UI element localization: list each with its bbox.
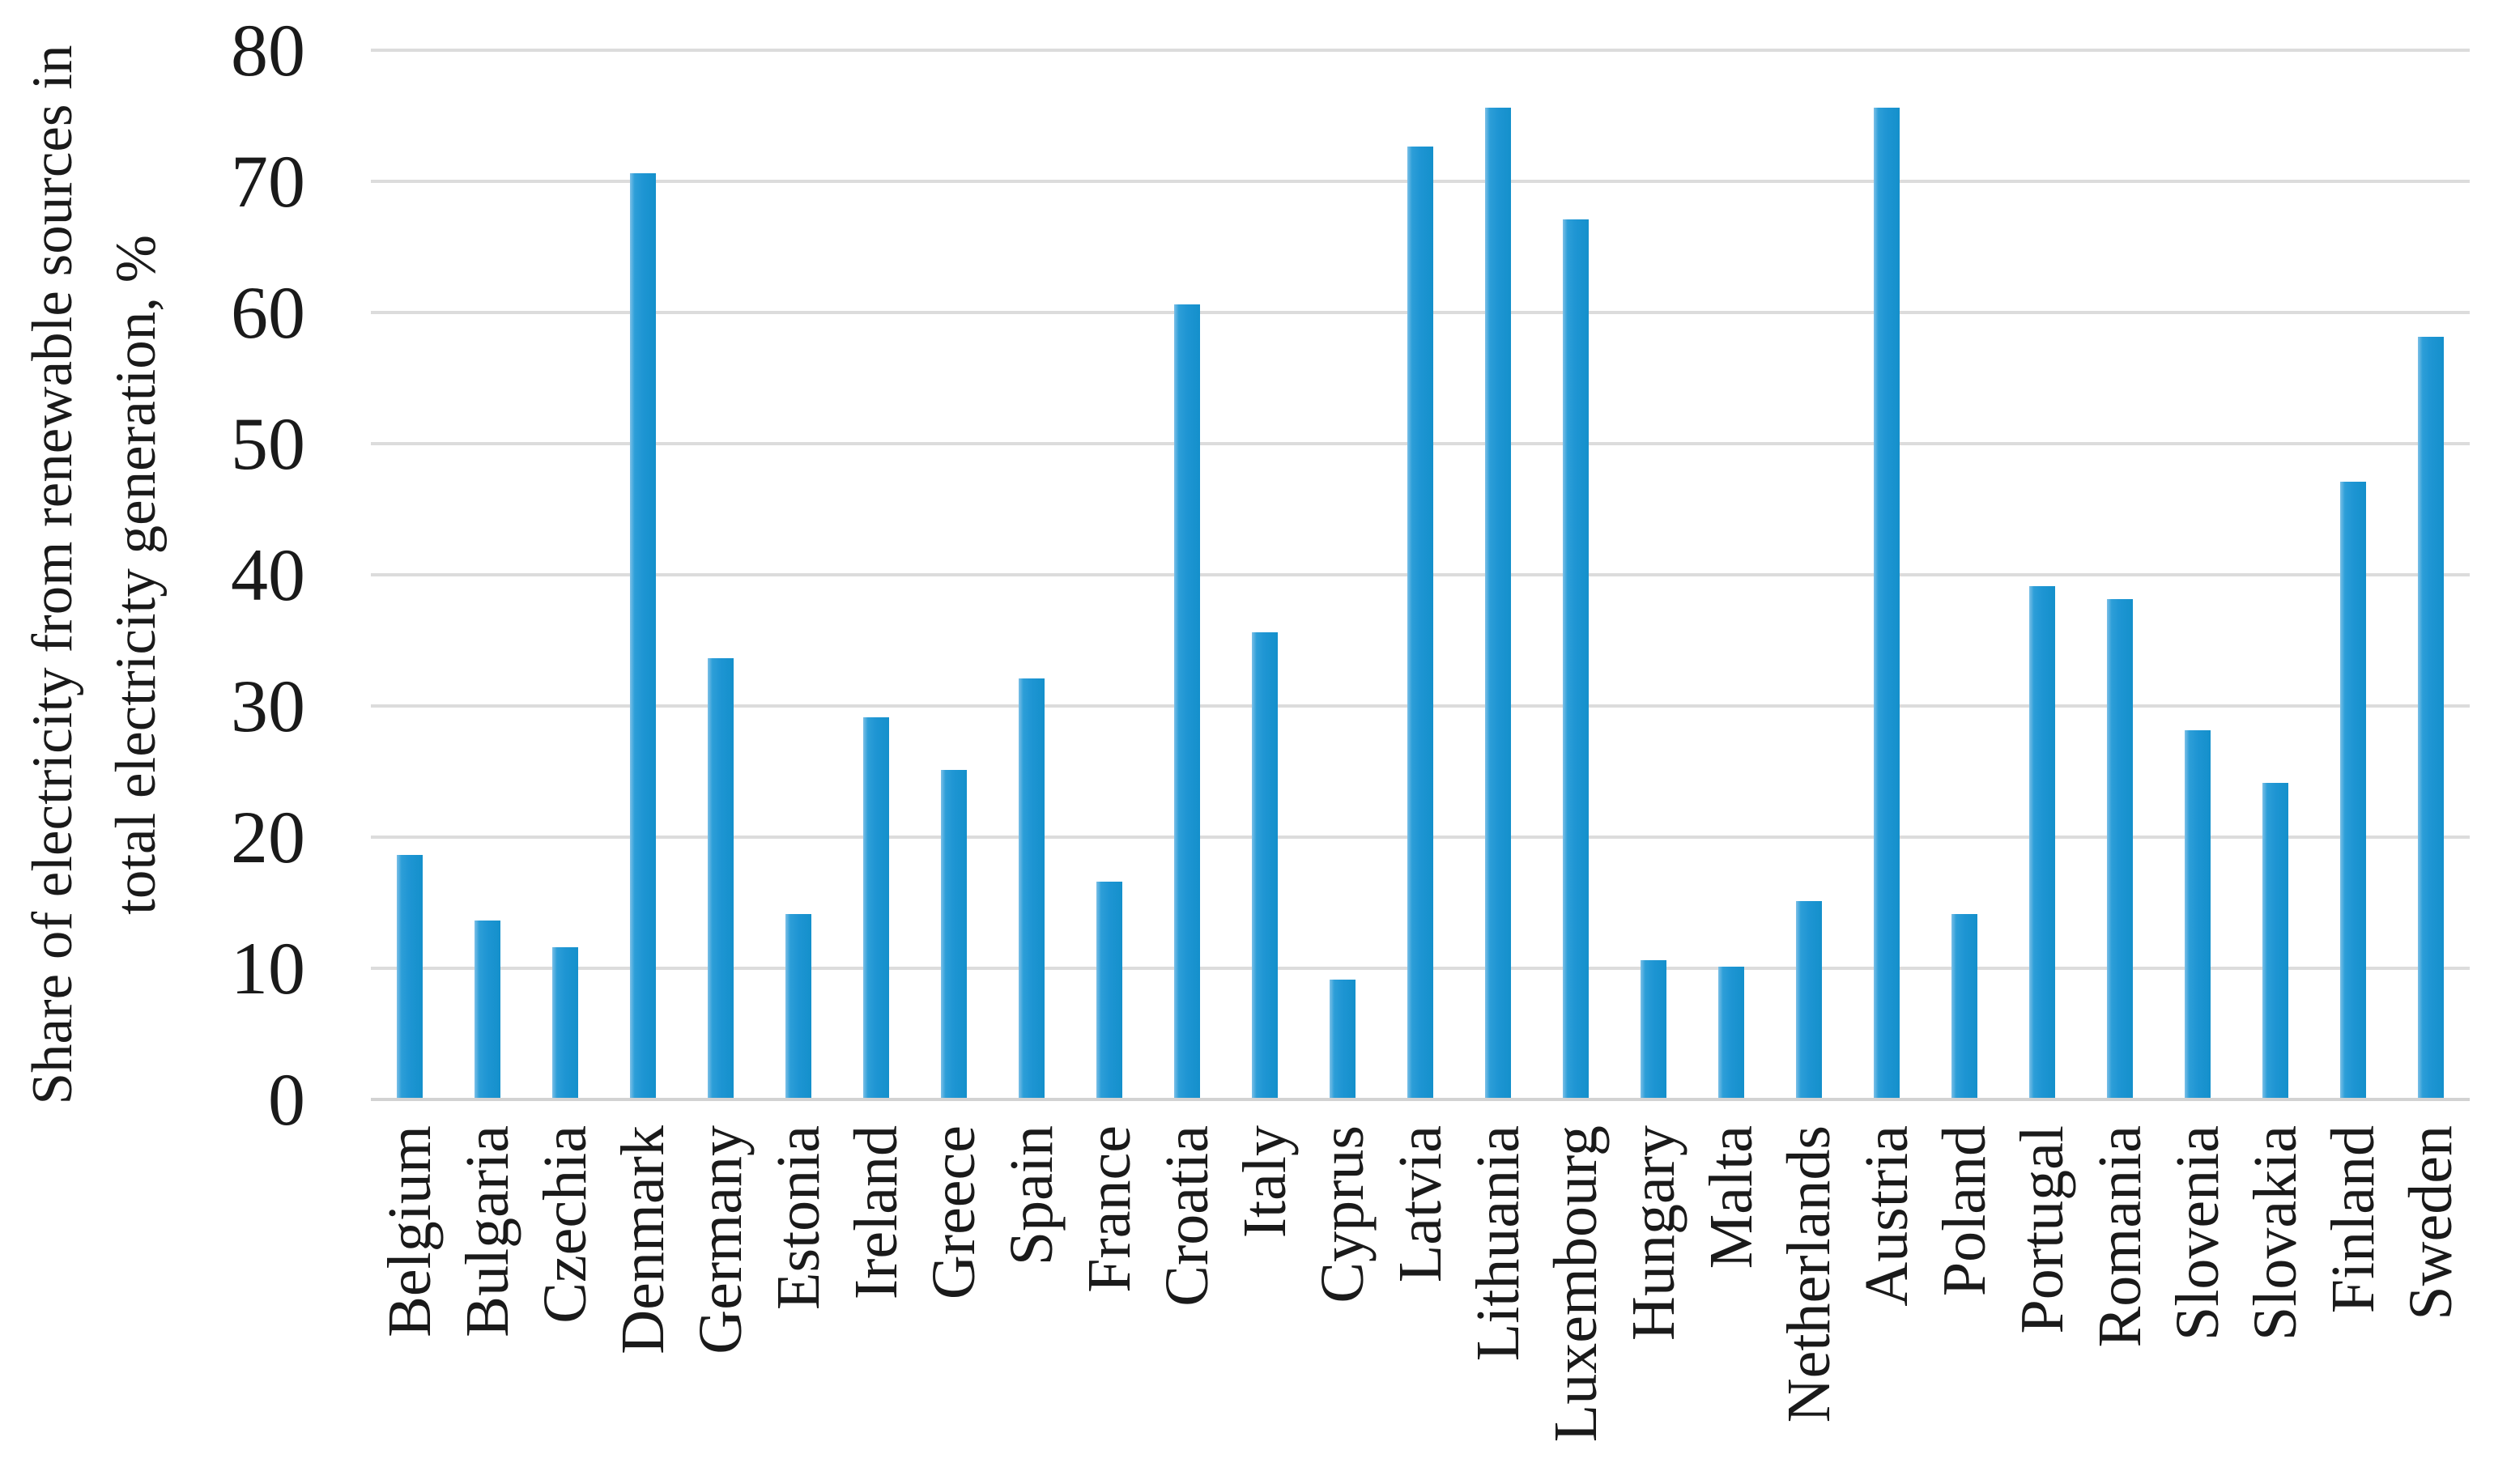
x-label-germany: Germany — [687, 1125, 755, 1354]
x-label-estonia: Estonia — [764, 1125, 832, 1310]
x-label-greece: Greece — [920, 1125, 988, 1300]
x-label-ireland: Ireland — [842, 1125, 910, 1300]
bar-malta — [1718, 967, 1744, 1098]
bar-belgium — [397, 855, 423, 1098]
bar-lithuania — [1485, 108, 1511, 1098]
bar-france — [1096, 882, 1122, 1098]
x-label-slovenia: Slovenia — [2164, 1125, 2232, 1341]
bar-cyprus — [1330, 980, 1356, 1098]
x-axis-line — [371, 1098, 2470, 1101]
x-label-sweden: Sweden — [2397, 1125, 2465, 1320]
x-label-italy: Italy — [1231, 1125, 1299, 1239]
x-label-czechia: Czechia — [531, 1125, 599, 1324]
x-label-spain: Spain — [998, 1125, 1066, 1266]
y-tick-label-0: 0 — [268, 1058, 305, 1141]
bar-portugal — [2029, 586, 2055, 1098]
bar-bulgaria — [475, 921, 500, 1098]
x-label-denmark: Denmark — [609, 1125, 677, 1354]
x-label-austria: Austria — [1853, 1125, 1921, 1307]
bar-ireland — [863, 717, 889, 1098]
x-label-portugal: Portugal — [2008, 1125, 2076, 1334]
x-label-finland: Finland — [2319, 1125, 2387, 1314]
x-label-croatia: Croatia — [1153, 1125, 1221, 1307]
y-tick-label-10: 10 — [231, 927, 305, 1010]
x-label-cyprus: Cyprus — [1309, 1125, 1377, 1303]
x-label-slovakia: Slovakia — [2241, 1125, 2309, 1341]
bar-latvia — [1407, 147, 1433, 1098]
x-label-bulgaria: Bulgaria — [453, 1125, 521, 1337]
x-label-malta: Malta — [1697, 1125, 1765, 1269]
bar-poland — [1951, 914, 1977, 1098]
x-label-luxembourg: Luxembourg — [1542, 1125, 1610, 1443]
y-tick-label-50: 50 — [231, 402, 305, 485]
bar-slovenia — [2185, 730, 2211, 1098]
y-tick-label-60: 60 — [231, 271, 305, 354]
bar-luxembourg — [1563, 219, 1589, 1098]
y-tick-label-20: 20 — [231, 796, 305, 878]
y-axis-title-line1: Share of electricity from renewable sour… — [21, 45, 84, 1105]
bar-netherlands — [1796, 901, 1822, 1098]
x-label-hungary: Hungary — [1619, 1125, 1687, 1341]
x-label-romania: Romania — [2086, 1125, 2154, 1348]
x-label-lithuania: Lithuania — [1464, 1125, 1532, 1362]
bar-germany — [708, 658, 734, 1098]
bar-romania — [2107, 599, 2133, 1098]
x-label-netherlands: Netherlands — [1775, 1125, 1843, 1423]
x-label-poland: Poland — [1930, 1125, 1998, 1297]
bar-italy — [1252, 632, 1278, 1098]
y-tick-label-80: 80 — [231, 9, 305, 91]
bar-denmark — [630, 173, 656, 1098]
bar-hungary — [1641, 960, 1666, 1098]
bar-croatia — [1174, 304, 1200, 1098]
gridline-80 — [371, 49, 2470, 52]
y-tick-label-40: 40 — [231, 534, 305, 616]
bar-sweden — [2418, 337, 2444, 1098]
x-label-belgium: Belgium — [376, 1125, 444, 1337]
x-label-latvia: Latvia — [1386, 1125, 1454, 1283]
y-tick-label-30: 30 — [231, 665, 305, 747]
bar-greece — [941, 770, 967, 1098]
bar-austria — [1874, 108, 1900, 1098]
bar-finland — [2340, 482, 2366, 1098]
x-label-france: France — [1075, 1125, 1143, 1293]
bar-spain — [1019, 678, 1045, 1098]
bar-slovakia — [2262, 783, 2288, 1098]
bar-czechia — [552, 947, 578, 1098]
y-tick-label-70: 70 — [231, 140, 305, 223]
bar-estonia — [785, 914, 811, 1098]
